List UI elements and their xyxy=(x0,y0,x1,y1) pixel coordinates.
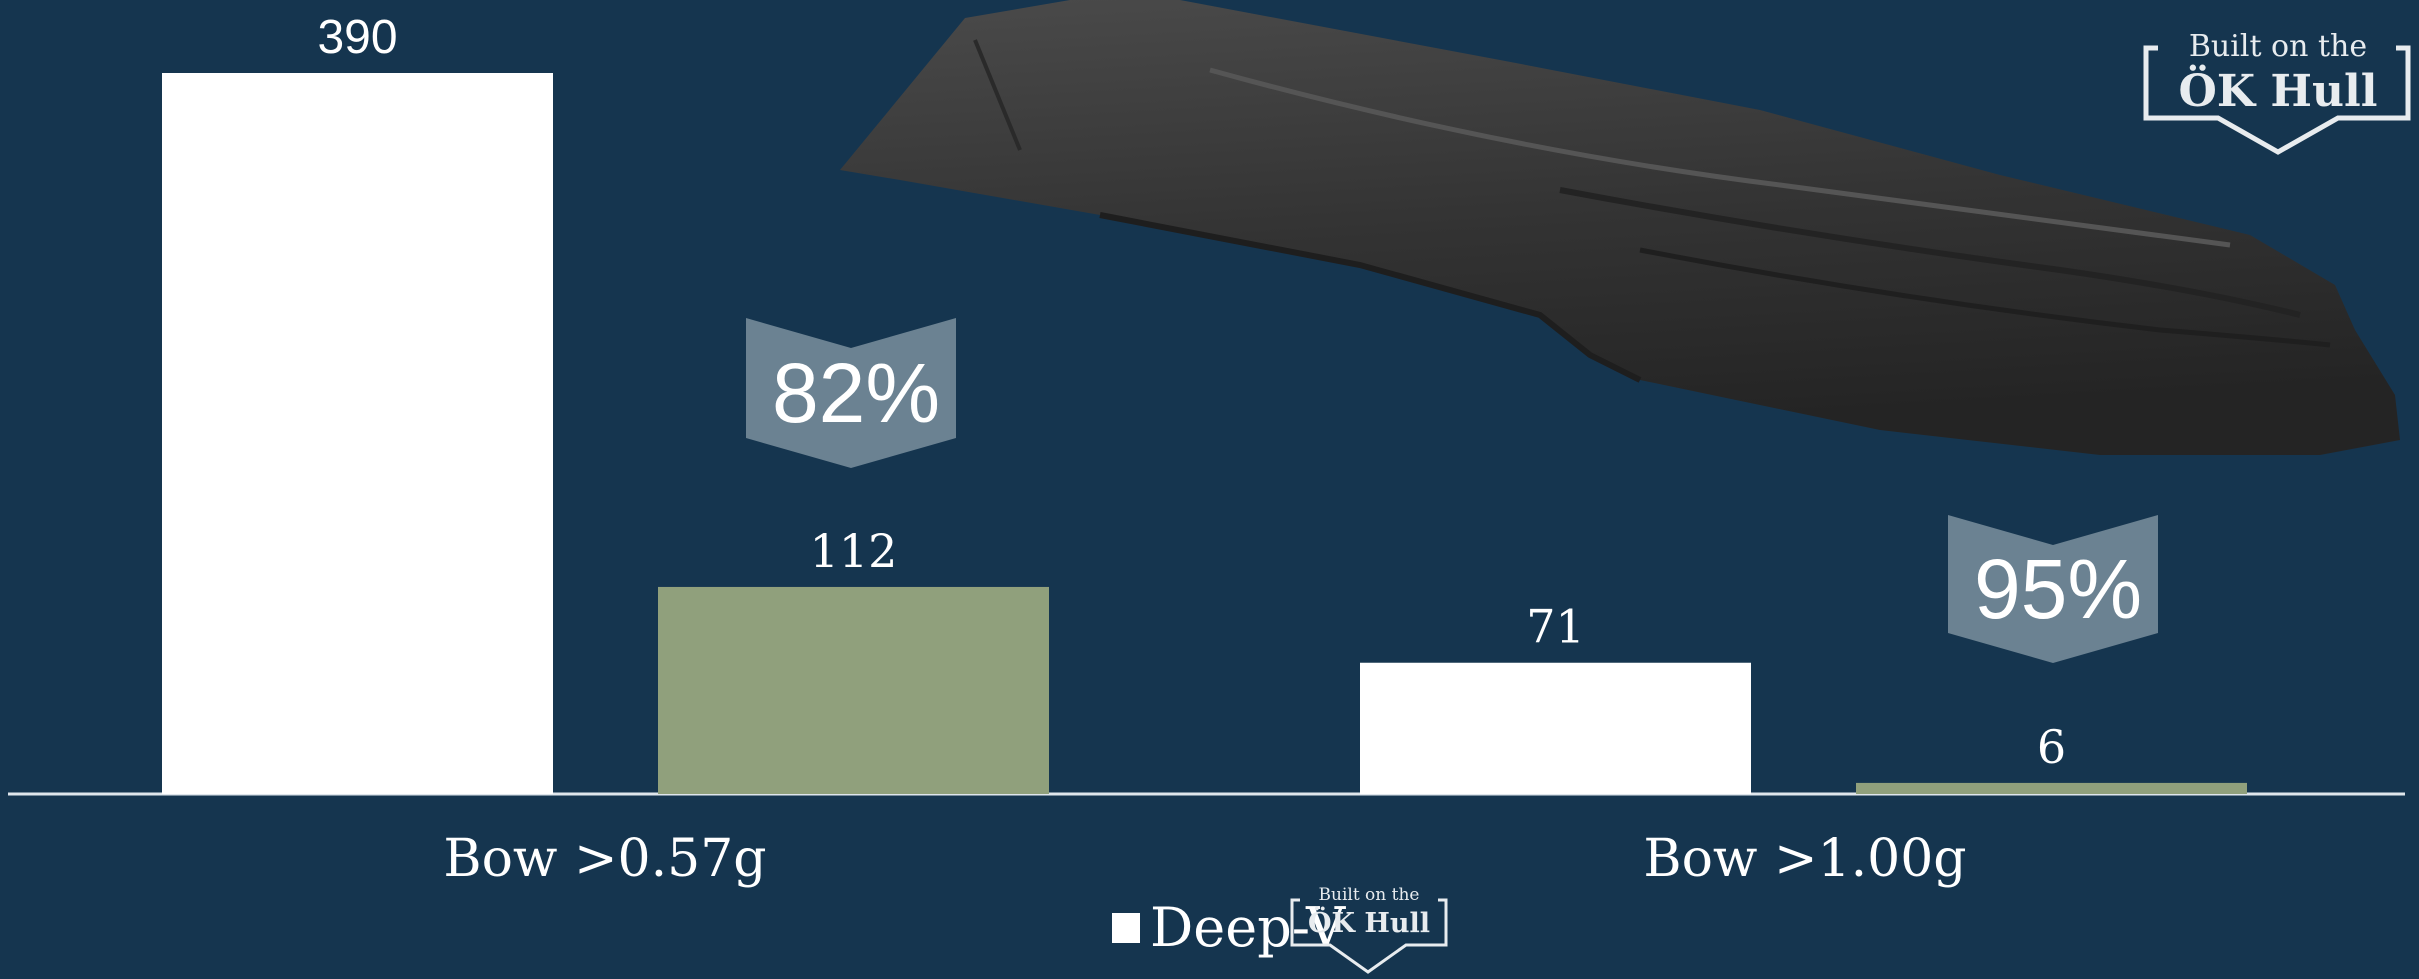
logo-small-top-text: Built on the xyxy=(1319,885,1420,905)
hull-render-icon xyxy=(840,0,2400,455)
data-label-112: 112 xyxy=(810,524,898,578)
legend-label-deep-v: Deep-V xyxy=(1150,896,1346,959)
reduction-badge-95: 95% xyxy=(1948,515,2158,663)
ok-hull-logo-small: Built on the ÖK Hull xyxy=(1290,885,1448,974)
logo-main-text: ÖK Hull xyxy=(2179,63,2378,117)
reduction-label-95: 95% xyxy=(1974,542,2142,636)
logo-small-main-text: ÖK Hull xyxy=(1308,905,1430,939)
bar-deep-v-bow-057 xyxy=(162,73,553,794)
category-label-bow-100: Bow >1.00g xyxy=(1643,829,1966,889)
reduction-badge-82: 82% xyxy=(746,318,956,468)
legend-swatch-deep-v xyxy=(1112,913,1140,943)
data-label-390: 390 xyxy=(317,11,397,64)
data-label-71: 71 xyxy=(1526,600,1585,654)
bar-deep-v-bow-100 xyxy=(1360,662,1751,794)
legend: Deep-V Built on the ÖK Hull xyxy=(1112,885,1448,974)
bar-ok-hull-bow-100 xyxy=(1856,782,2247,794)
logo-top-text: Built on the xyxy=(2189,29,2367,64)
reduction-label-82: 82% xyxy=(772,346,940,440)
ok-hull-logo: Built on the ÖK Hull xyxy=(2143,29,2411,155)
bar-ok-hull-bow-057 xyxy=(658,586,1049,794)
category-label-bow-057: Bow >0.57g xyxy=(443,829,766,889)
data-label-6: 6 xyxy=(2037,720,2066,774)
